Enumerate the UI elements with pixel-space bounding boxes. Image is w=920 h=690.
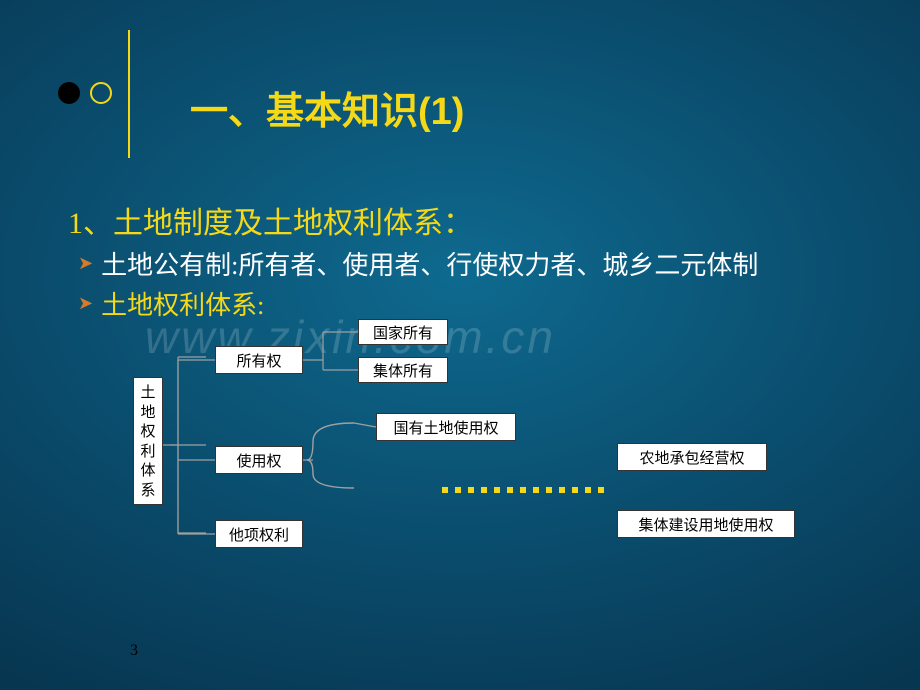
- page-number: 3: [130, 642, 138, 660]
- level2-box: 他项权利: [215, 520, 303, 548]
- bullet-arrow-icon: ➤: [78, 253, 93, 274]
- level2-box: 使用权: [215, 446, 303, 474]
- bullet-arrow-icon: ➤: [78, 293, 93, 314]
- level2-box: 所有权: [215, 346, 303, 374]
- leaf-box: 农地承包经营权: [617, 443, 767, 471]
- bullet-line-1: ➤ 土地公有制:所有者、使用者、行使权力者、城乡二元体制: [78, 245, 758, 282]
- bullet-text: 土地权利体系:: [101, 285, 264, 322]
- root-box: 土地权利体系: [133, 377, 163, 505]
- leaf-box: 国家所有: [358, 319, 448, 345]
- deco-dot-solid: [58, 82, 80, 104]
- header-decoration: [58, 82, 112, 104]
- section-heading: 1、土地制度及土地权利体系：: [68, 198, 473, 242]
- slide-title: 一、基本知识(1): [190, 80, 464, 135]
- bullet-line-2: ➤ 土地权利体系:: [78, 285, 264, 322]
- leaf-box: 集体建设用地使用权: [617, 510, 795, 538]
- title-separator: [128, 30, 130, 158]
- bullet-text: 土地公有制:所有者、使用者、行使权力者、城乡二元体制: [101, 245, 758, 282]
- leaf-box: 国有土地使用权: [376, 413, 516, 441]
- leaf-box: 集体所有: [358, 357, 448, 383]
- deco-dot-outline: [90, 82, 112, 104]
